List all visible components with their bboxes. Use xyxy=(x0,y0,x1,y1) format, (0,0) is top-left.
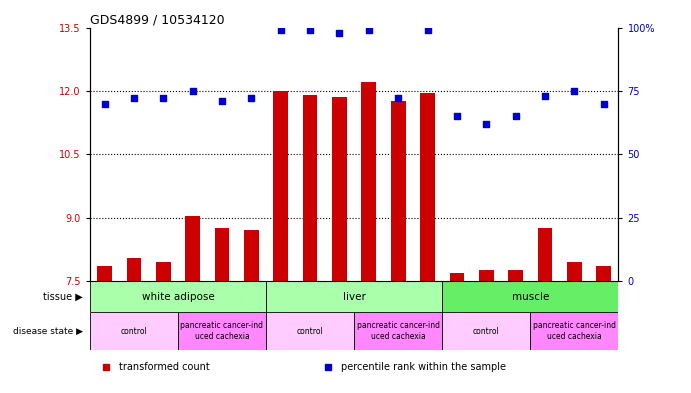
Bar xyxy=(442,281,618,312)
Bar xyxy=(90,281,266,312)
Bar xyxy=(567,262,582,281)
Bar xyxy=(442,312,530,350)
Point xyxy=(510,113,521,119)
Bar xyxy=(332,97,347,281)
Bar xyxy=(126,258,141,281)
Text: muscle: muscle xyxy=(511,292,549,302)
Point xyxy=(363,27,375,33)
Text: control: control xyxy=(296,327,323,336)
Point xyxy=(275,27,286,33)
Point xyxy=(187,88,198,94)
Bar xyxy=(185,215,200,281)
Point xyxy=(99,100,110,107)
Bar xyxy=(266,312,354,350)
Bar xyxy=(215,228,229,281)
Point xyxy=(598,100,609,107)
Bar xyxy=(509,270,523,281)
Point xyxy=(334,29,345,36)
Text: percentile rank within the sample: percentile rank within the sample xyxy=(341,362,506,373)
Bar xyxy=(420,93,435,281)
Point xyxy=(540,93,551,99)
Bar xyxy=(274,91,288,281)
Text: pancreatic cancer-ind
uced cachexia: pancreatic cancer-ind uced cachexia xyxy=(180,321,263,341)
Text: control: control xyxy=(120,327,147,336)
Point xyxy=(422,27,433,33)
Text: pancreatic cancer-ind
uced cachexia: pancreatic cancer-ind uced cachexia xyxy=(357,321,439,341)
Bar xyxy=(97,266,112,281)
Bar xyxy=(538,228,552,281)
Point xyxy=(569,88,580,94)
Bar xyxy=(266,281,442,312)
Bar xyxy=(596,266,611,281)
Text: white adipose: white adipose xyxy=(142,292,214,302)
Point xyxy=(246,95,257,102)
Point xyxy=(481,121,492,127)
Bar xyxy=(354,312,442,350)
Text: pancreatic cancer-ind
uced cachexia: pancreatic cancer-ind uced cachexia xyxy=(533,321,616,341)
Bar xyxy=(244,230,258,281)
Point xyxy=(305,27,316,33)
Bar xyxy=(90,312,178,350)
Bar xyxy=(178,312,266,350)
Point xyxy=(392,95,404,102)
Text: GDS4899 / 10534120: GDS4899 / 10534120 xyxy=(90,13,225,26)
Text: tissue ▶: tissue ▶ xyxy=(43,292,83,302)
Point xyxy=(158,95,169,102)
Point xyxy=(129,95,140,102)
Text: liver: liver xyxy=(343,292,366,302)
Text: disease state ▶: disease state ▶ xyxy=(13,327,83,336)
Bar xyxy=(479,270,493,281)
Bar xyxy=(156,262,171,281)
Bar xyxy=(391,101,406,281)
Bar xyxy=(450,273,464,281)
Text: control: control xyxy=(473,327,500,336)
Bar xyxy=(361,83,376,281)
Bar xyxy=(303,95,317,281)
Point xyxy=(451,113,462,119)
Point xyxy=(216,98,227,104)
Text: transformed count: transformed count xyxy=(119,362,209,373)
Bar xyxy=(530,312,618,350)
